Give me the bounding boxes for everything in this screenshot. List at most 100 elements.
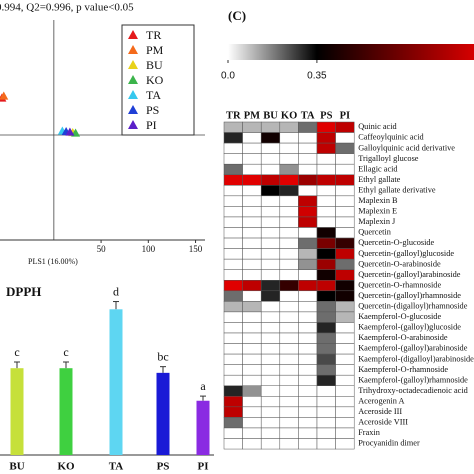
heat-cell	[316, 301, 336, 313]
row-label: Kaempferol-(galloyl)arabinoside	[358, 344, 468, 353]
heat-cell	[335, 269, 355, 281]
heat-cell	[223, 290, 243, 302]
heat-cell	[298, 269, 318, 281]
row-label: Quercetin-O-arabinoside	[358, 259, 441, 268]
heat-cell	[335, 374, 355, 387]
heat-cell	[316, 163, 336, 175]
row-label: Quercetin-(galloyl)arabinoside	[358, 270, 461, 279]
panel-label: (C)	[228, 8, 246, 23]
heat-cell	[316, 438, 336, 450]
heat-cell	[260, 174, 281, 186]
heat-cell	[335, 311, 355, 323]
heat-cell	[298, 174, 318, 186]
heat-cell	[335, 227, 355, 239]
heat-cell	[223, 396, 243, 408]
heat-cell	[223, 153, 243, 165]
heat-cell	[223, 258, 243, 270]
heat-cell	[242, 427, 262, 439]
heat-cell	[242, 142, 262, 154]
heat-cell	[223, 311, 243, 323]
row-label: Maplexin B	[358, 196, 398, 205]
heat-cell	[242, 364, 262, 376]
heat-cell	[335, 153, 355, 165]
heat-cell	[260, 427, 281, 439]
heat-cell	[223, 343, 243, 355]
heat-cell	[279, 280, 299, 292]
heat-cell	[298, 322, 318, 334]
heat-cell	[335, 332, 355, 344]
heat-cell	[242, 406, 262, 418]
column-label: PM	[244, 110, 260, 121]
heat-cell	[279, 132, 299, 144]
heat-cell	[279, 153, 299, 165]
heat-cell	[242, 385, 262, 397]
heat-cell	[242, 353, 262, 365]
legend-label: TR	[146, 28, 161, 42]
heat-cell	[260, 374, 281, 387]
heat-cell	[298, 216, 318, 228]
legend-label: PM	[146, 43, 164, 57]
row-label: Kaempferol-O-rhamnoside	[358, 365, 448, 374]
heat-cell	[223, 280, 243, 292]
heat-cell	[335, 385, 355, 397]
heat-cell	[223, 163, 243, 175]
heat-cell	[260, 396, 281, 408]
heat-cell	[223, 248, 243, 260]
bar-annotation: a	[200, 379, 206, 393]
heat-cell	[260, 322, 281, 334]
heat-cell	[335, 280, 355, 292]
heat-cell	[316, 322, 336, 334]
heat-cell	[335, 343, 355, 355]
heat-cell	[316, 237, 336, 249]
colorbar-label: 0.35	[307, 71, 327, 82]
row-label: Trihydroxy-octadecadienoic acid	[358, 386, 468, 395]
heat-cell	[279, 290, 299, 302]
heat-cell	[223, 438, 243, 450]
heat-cell	[316, 343, 336, 355]
heat-cell	[298, 132, 318, 144]
heat-cell	[223, 406, 243, 418]
heat-cell	[260, 280, 281, 292]
heat-cell	[279, 227, 299, 239]
column-label: TA	[301, 110, 315, 121]
heat-cell	[260, 195, 281, 207]
heat-cell	[242, 132, 262, 144]
heat-cell	[242, 280, 262, 292]
bar	[196, 400, 210, 455]
heat-cell	[298, 163, 318, 175]
heat-cell	[223, 195, 243, 207]
legend-marker	[128, 45, 138, 54]
heat-cell	[260, 438, 281, 450]
heat-cell	[316, 248, 336, 260]
legend-label: PI	[146, 118, 157, 132]
heat-cell	[242, 227, 262, 239]
heat-cell	[279, 142, 299, 154]
heat-cell	[298, 353, 318, 365]
x-tick-label: KO	[57, 461, 75, 473]
heat-cell	[279, 163, 299, 175]
row-label: Fraxin	[358, 428, 381, 437]
heat-cell	[260, 142, 281, 154]
heat-cell	[298, 438, 318, 450]
x-axis-label: PLS1 (16.00%)	[28, 257, 78, 266]
heat-cell	[242, 322, 262, 334]
heat-cell	[279, 258, 299, 270]
heat-cell	[260, 185, 281, 197]
heat-cell	[260, 332, 281, 344]
legend-label: BU	[146, 58, 163, 72]
row-label: Maplexin J	[358, 217, 396, 226]
heat-cell	[242, 374, 262, 387]
heat-cell	[223, 427, 243, 439]
heat-cell	[298, 195, 318, 207]
heat-cell	[316, 353, 336, 365]
heat-cell	[242, 290, 262, 302]
heat-cell	[279, 374, 299, 387]
row-label: Quercetin-O-rhamnoside	[358, 280, 441, 289]
heat-cell	[316, 374, 336, 387]
heat-cell	[335, 132, 355, 144]
heat-cell	[279, 195, 299, 207]
heat-cell	[335, 142, 355, 154]
heat-cell	[279, 406, 299, 418]
x-tick-label: PI	[198, 461, 209, 473]
